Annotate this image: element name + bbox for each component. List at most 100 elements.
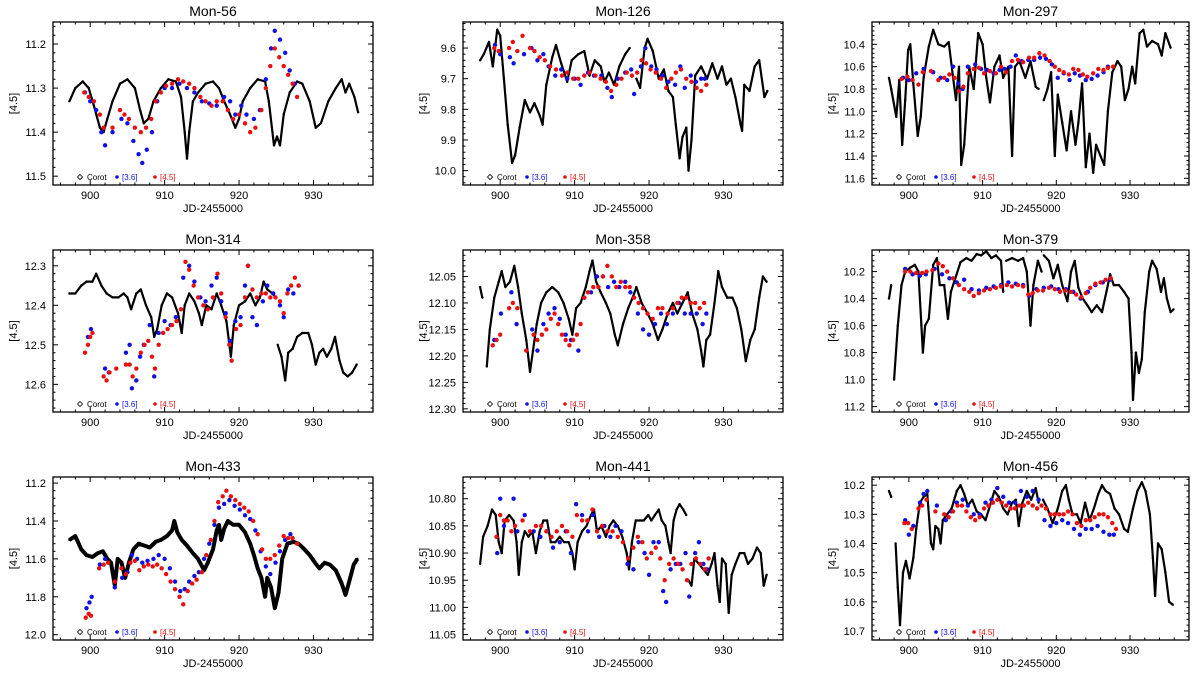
corot-point	[1016, 259, 1020, 262]
corot-diamond-icon	[76, 628, 84, 636]
irac-3.6-point	[514, 321, 519, 327]
corot-point	[523, 98, 526, 102]
irac-4.5-point	[998, 64, 1004, 69]
irac-4.5-point	[138, 129, 144, 135]
irac-4.5-point	[189, 581, 195, 586]
irac-3.6-point	[576, 348, 581, 353]
corot-light-curve	[479, 259, 768, 373]
irac-4.5-point	[204, 552, 209, 558]
irac-3.6-point	[682, 311, 687, 316]
irac-4.5-point	[902, 269, 908, 274]
corot-point	[931, 28, 935, 32]
irac-4.5-point	[942, 512, 947, 517]
irac-3.6-point	[136, 151, 141, 157]
corot-point	[922, 76, 925, 80]
irac-3.6-point	[227, 99, 233, 104]
corot-point	[1156, 43, 1160, 46]
irac-4.5-point	[1003, 503, 1009, 508]
irac-3.6-point	[227, 497, 232, 503]
corot-point	[217, 86, 221, 90]
corot-point	[229, 355, 233, 358]
x-tick-label: 920	[230, 417, 248, 429]
irac-4.5-point	[1017, 503, 1022, 508]
irac-4.5-point	[496, 48, 501, 54]
irac-4.5-point	[242, 295, 248, 300]
corot-point	[1042, 98, 1045, 102]
corot-point	[516, 285, 520, 289]
irac-3.6-dot-icon	[115, 402, 119, 406]
irac-4.5-point	[123, 571, 129, 577]
irac-3.6-point	[623, 279, 628, 284]
irac-3.6-point	[125, 121, 130, 126]
irac-4.5-point	[1003, 70, 1009, 75]
corot-point	[295, 335, 299, 339]
y-tick-label: 10.90	[428, 548, 456, 560]
irac-3.6-point	[636, 540, 641, 545]
corot-point	[1123, 98, 1127, 102]
irac-3.6-point	[232, 503, 237, 509]
irac-3.6-point	[149, 129, 155, 135]
corot-point	[757, 59, 761, 62]
corot-point	[672, 519, 675, 522]
irac-4.5-point	[165, 326, 170, 332]
corot-point	[174, 80, 177, 83]
irac-4.5-point	[578, 321, 583, 327]
corot-point	[196, 557, 200, 561]
irac-4.5-point	[1046, 285, 1052, 290]
corot-point	[749, 338, 752, 342]
irac-4.5-point	[498, 332, 503, 337]
corot-point	[981, 43, 984, 46]
irac-3.6-point	[631, 91, 637, 97]
corot-point	[921, 351, 925, 354]
irac-4.5-point	[660, 306, 665, 311]
panel-title: Mon-441	[595, 458, 650, 474]
corot-light-curve	[479, 28, 769, 172]
corot-point	[1002, 76, 1005, 80]
irac-4.5-point	[1043, 506, 1049, 511]
irac-3.6-point	[227, 338, 233, 344]
irac-3.6-point	[97, 562, 103, 567]
irac-4.5-point	[229, 358, 234, 363]
corot-point	[716, 77, 719, 80]
plot-area	[887, 28, 1172, 174]
irac-4.5-point	[688, 300, 693, 306]
corot-point	[74, 534, 77, 538]
irac-3.6-point	[87, 600, 92, 605]
corot-point	[638, 86, 642, 90]
irac-4.5-point	[86, 94, 91, 100]
corot-point	[1095, 304, 1099, 307]
corot-point	[533, 101, 536, 105]
panel-title: Mon-358	[595, 231, 650, 247]
corot-point	[753, 328, 756, 331]
corot-point	[314, 126, 317, 129]
irac-3.6-point	[553, 73, 558, 78]
corot-point	[558, 535, 561, 538]
irac-3.6-point	[605, 85, 610, 91]
irac-4.5-point	[977, 515, 982, 520]
corot-point	[303, 548, 306, 551]
legend-corot: Corot	[87, 400, 107, 409]
irac-3.6-point	[260, 299, 266, 304]
irac-4.5-point	[639, 58, 644, 63]
irac-4.5-dot-icon	[153, 402, 157, 406]
corot-point	[1164, 31, 1167, 35]
legend-corot: Corot	[906, 628, 926, 637]
legend: Corot [3.6] [4.5]	[76, 628, 176, 637]
x-tick-label: 930	[1121, 645, 1139, 657]
x-tick-label: 920	[640, 190, 658, 202]
corot-point	[979, 254, 983, 257]
irac-4.5-point	[290, 81, 295, 86]
corot-point	[1061, 283, 1064, 287]
legend: Corot [3.6] [4.5]	[895, 173, 995, 182]
irac-4.5-point	[512, 523, 518, 529]
irac-4.5-point	[223, 314, 228, 320]
corot-point	[939, 542, 942, 545]
corot-point	[1169, 46, 1172, 49]
corot-point	[669, 551, 672, 555]
irac-4.5-dot-icon	[563, 630, 567, 634]
corot-point	[627, 307, 630, 310]
irac-4.5-point	[1065, 509, 1071, 514]
corot-point	[682, 508, 685, 511]
corot-point	[1090, 310, 1093, 314]
corot-point	[1036, 259, 1040, 262]
